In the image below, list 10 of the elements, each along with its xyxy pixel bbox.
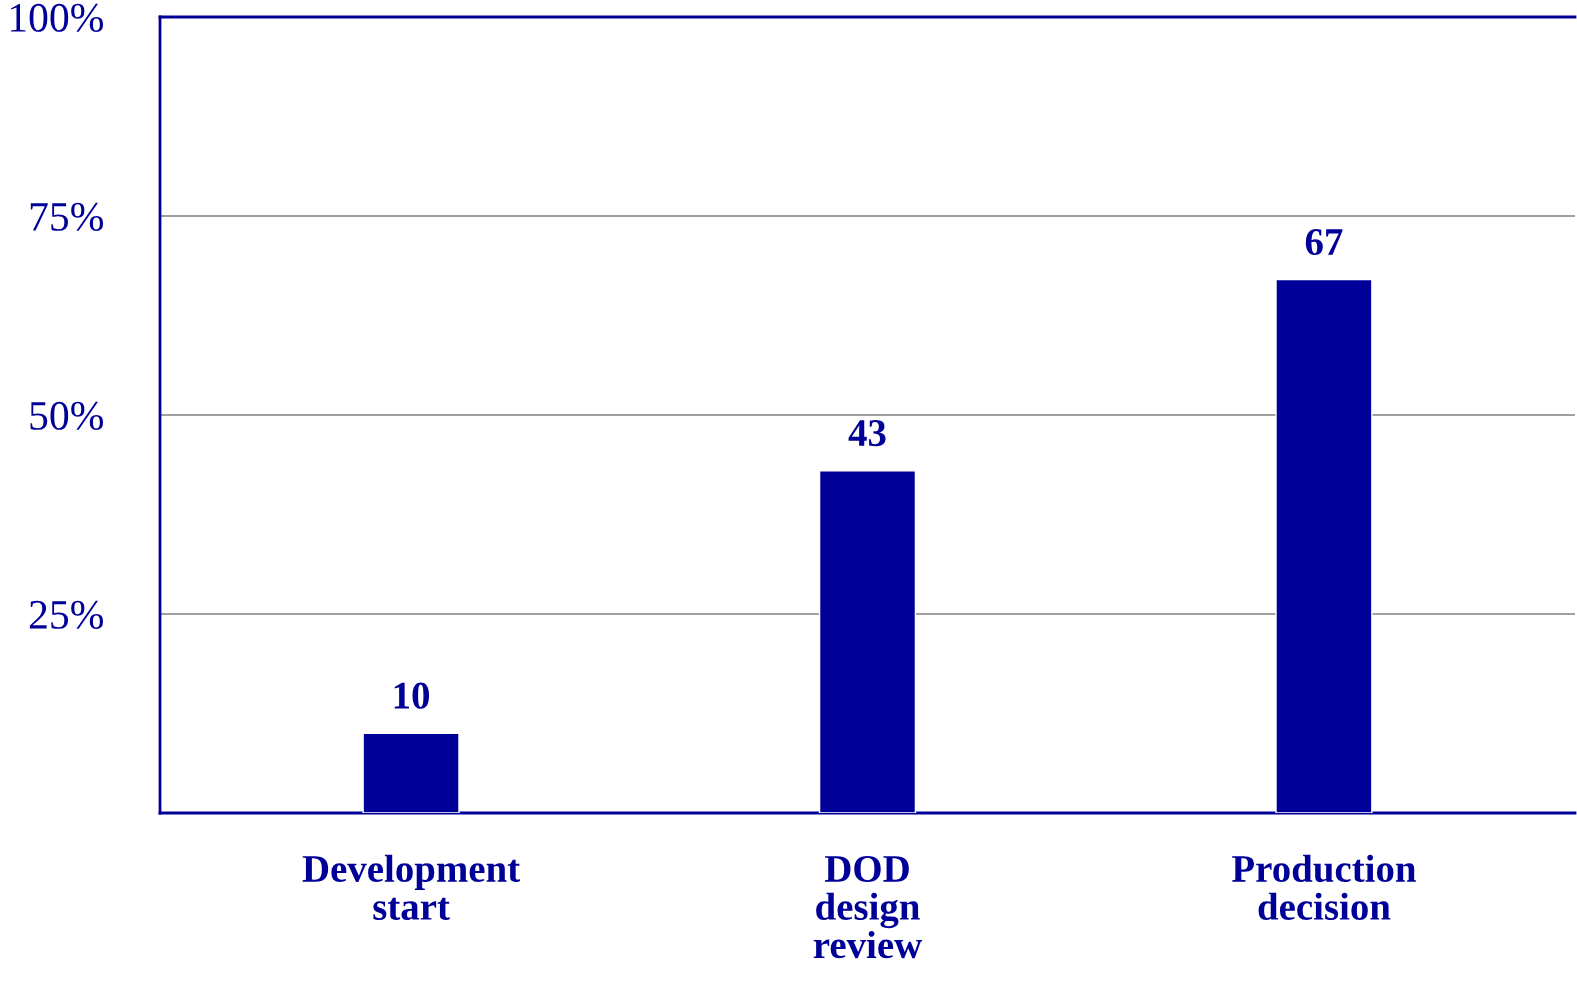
y-tick-label: 25% xyxy=(29,600,104,629)
data-label: 67 xyxy=(1305,228,1343,256)
y-tick-label: 100% xyxy=(10,3,104,32)
data-label: 10 xyxy=(394,682,430,709)
x-tick-label: DOD design review xyxy=(813,855,923,959)
x-tick-label: Production decision xyxy=(1232,854,1416,920)
y-tick-label: 75% xyxy=(30,202,104,231)
x-tick-label: Development start xyxy=(302,854,520,920)
y-tick-label: 50% xyxy=(30,401,104,430)
data-label: 43 xyxy=(848,420,886,447)
